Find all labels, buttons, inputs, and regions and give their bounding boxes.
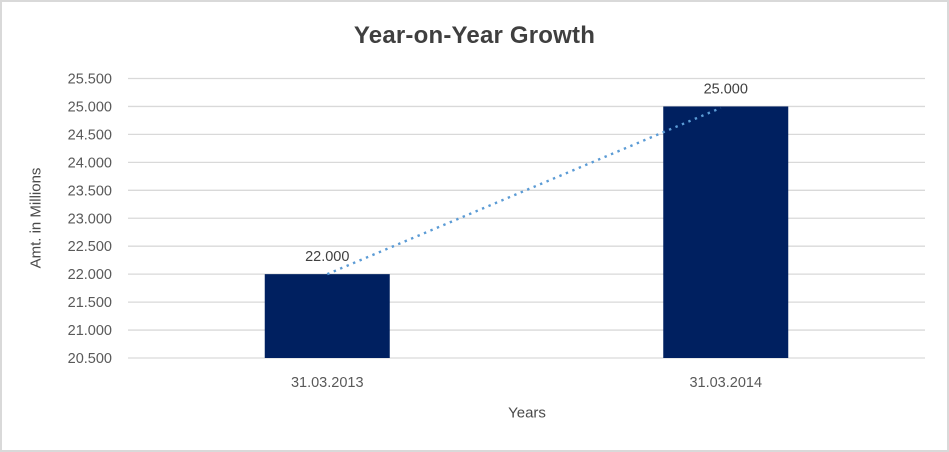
y-tick-label: 22.500 <box>68 239 112 255</box>
y-tick-label: 23.000 <box>68 211 112 227</box>
y-tick-label: 23.500 <box>68 183 112 199</box>
x-axis-title: Years <box>508 404 546 422</box>
y-tick-label: 25.500 <box>68 72 112 88</box>
bar-value-label: 25.000 <box>704 81 748 97</box>
y-tick-label: 24.000 <box>68 155 112 171</box>
y-tick-label: 20.500 <box>68 351 112 367</box>
bar <box>264 274 390 358</box>
y-tick-label: 25.000 <box>68 99 112 115</box>
x-category-label: 31.03.2013 <box>291 375 364 391</box>
y-tick-label: 22.000 <box>68 267 112 283</box>
y-tick-label: 21.000 <box>68 323 112 339</box>
trendline <box>326 106 722 276</box>
bar <box>663 106 789 358</box>
chart-title: Year-on-Year Growth <box>353 22 596 49</box>
bar-value-label: 22.000 <box>305 249 349 265</box>
y-tick-label: 21.500 <box>68 295 112 311</box>
x-category-label: 31.03.2014 <box>689 375 762 391</box>
y-tick-label: 24.500 <box>68 127 112 143</box>
